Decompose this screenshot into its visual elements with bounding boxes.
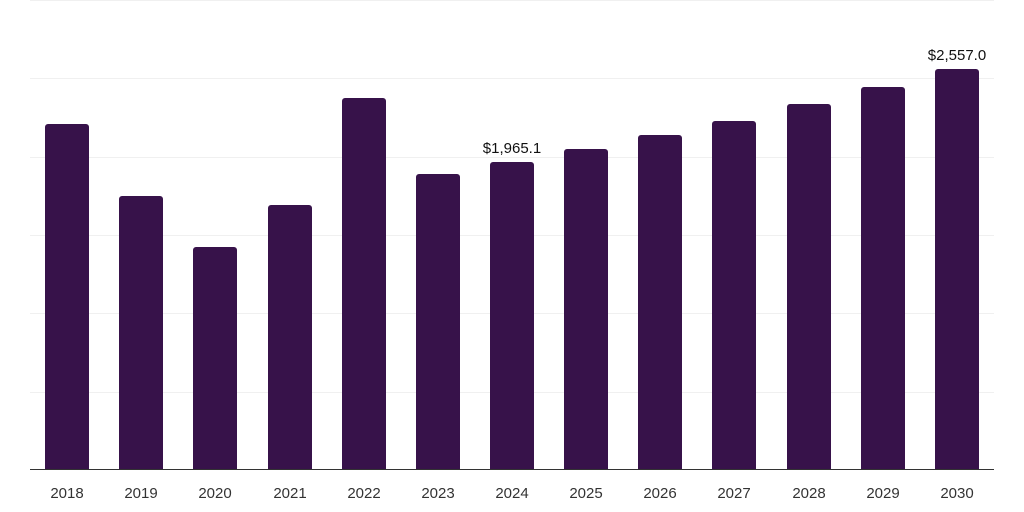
bar-2020[interactable] [193, 247, 237, 470]
bar-2030[interactable] [935, 69, 979, 470]
bar-2022[interactable] [342, 98, 386, 470]
gridline [30, 0, 994, 1]
x-tick-label: 2025 [569, 485, 603, 502]
data-label-2030: $2,557.0 [927, 47, 987, 64]
bar-2021[interactable] [268, 205, 312, 470]
x-tick-label: 2019 [124, 485, 158, 502]
bar-2019[interactable] [119, 196, 163, 470]
x-tick-label: 2027 [717, 485, 751, 502]
bar-2024[interactable] [490, 162, 534, 470]
x-tick-label: 2028 [792, 485, 826, 502]
x-axis-line [30, 469, 994, 470]
bar-2028[interactable] [787, 104, 831, 470]
bar-2029[interactable] [861, 87, 905, 470]
bar-2026[interactable] [638, 135, 682, 470]
x-tick-label: 2021 [273, 485, 307, 502]
x-tick-label: 2018 [50, 485, 84, 502]
bar-2025[interactable] [564, 149, 608, 470]
bar-2023[interactable] [416, 174, 460, 470]
x-tick-label: 2024 [495, 485, 529, 502]
x-tick-label: 2023 [421, 485, 455, 502]
x-tick-label: 2022 [347, 485, 381, 502]
data-label-2024: $1,965.1 [482, 140, 542, 157]
bar-2027[interactable] [712, 121, 756, 470]
x-tick-label: 2030 [940, 485, 974, 502]
x-tick-label: 2026 [643, 485, 677, 502]
x-tick-label: 2029 [866, 485, 900, 502]
x-tick-label: 2020 [198, 485, 232, 502]
gridline [30, 157, 994, 158]
bar-2018[interactable] [45, 124, 89, 470]
gridline [30, 78, 994, 79]
